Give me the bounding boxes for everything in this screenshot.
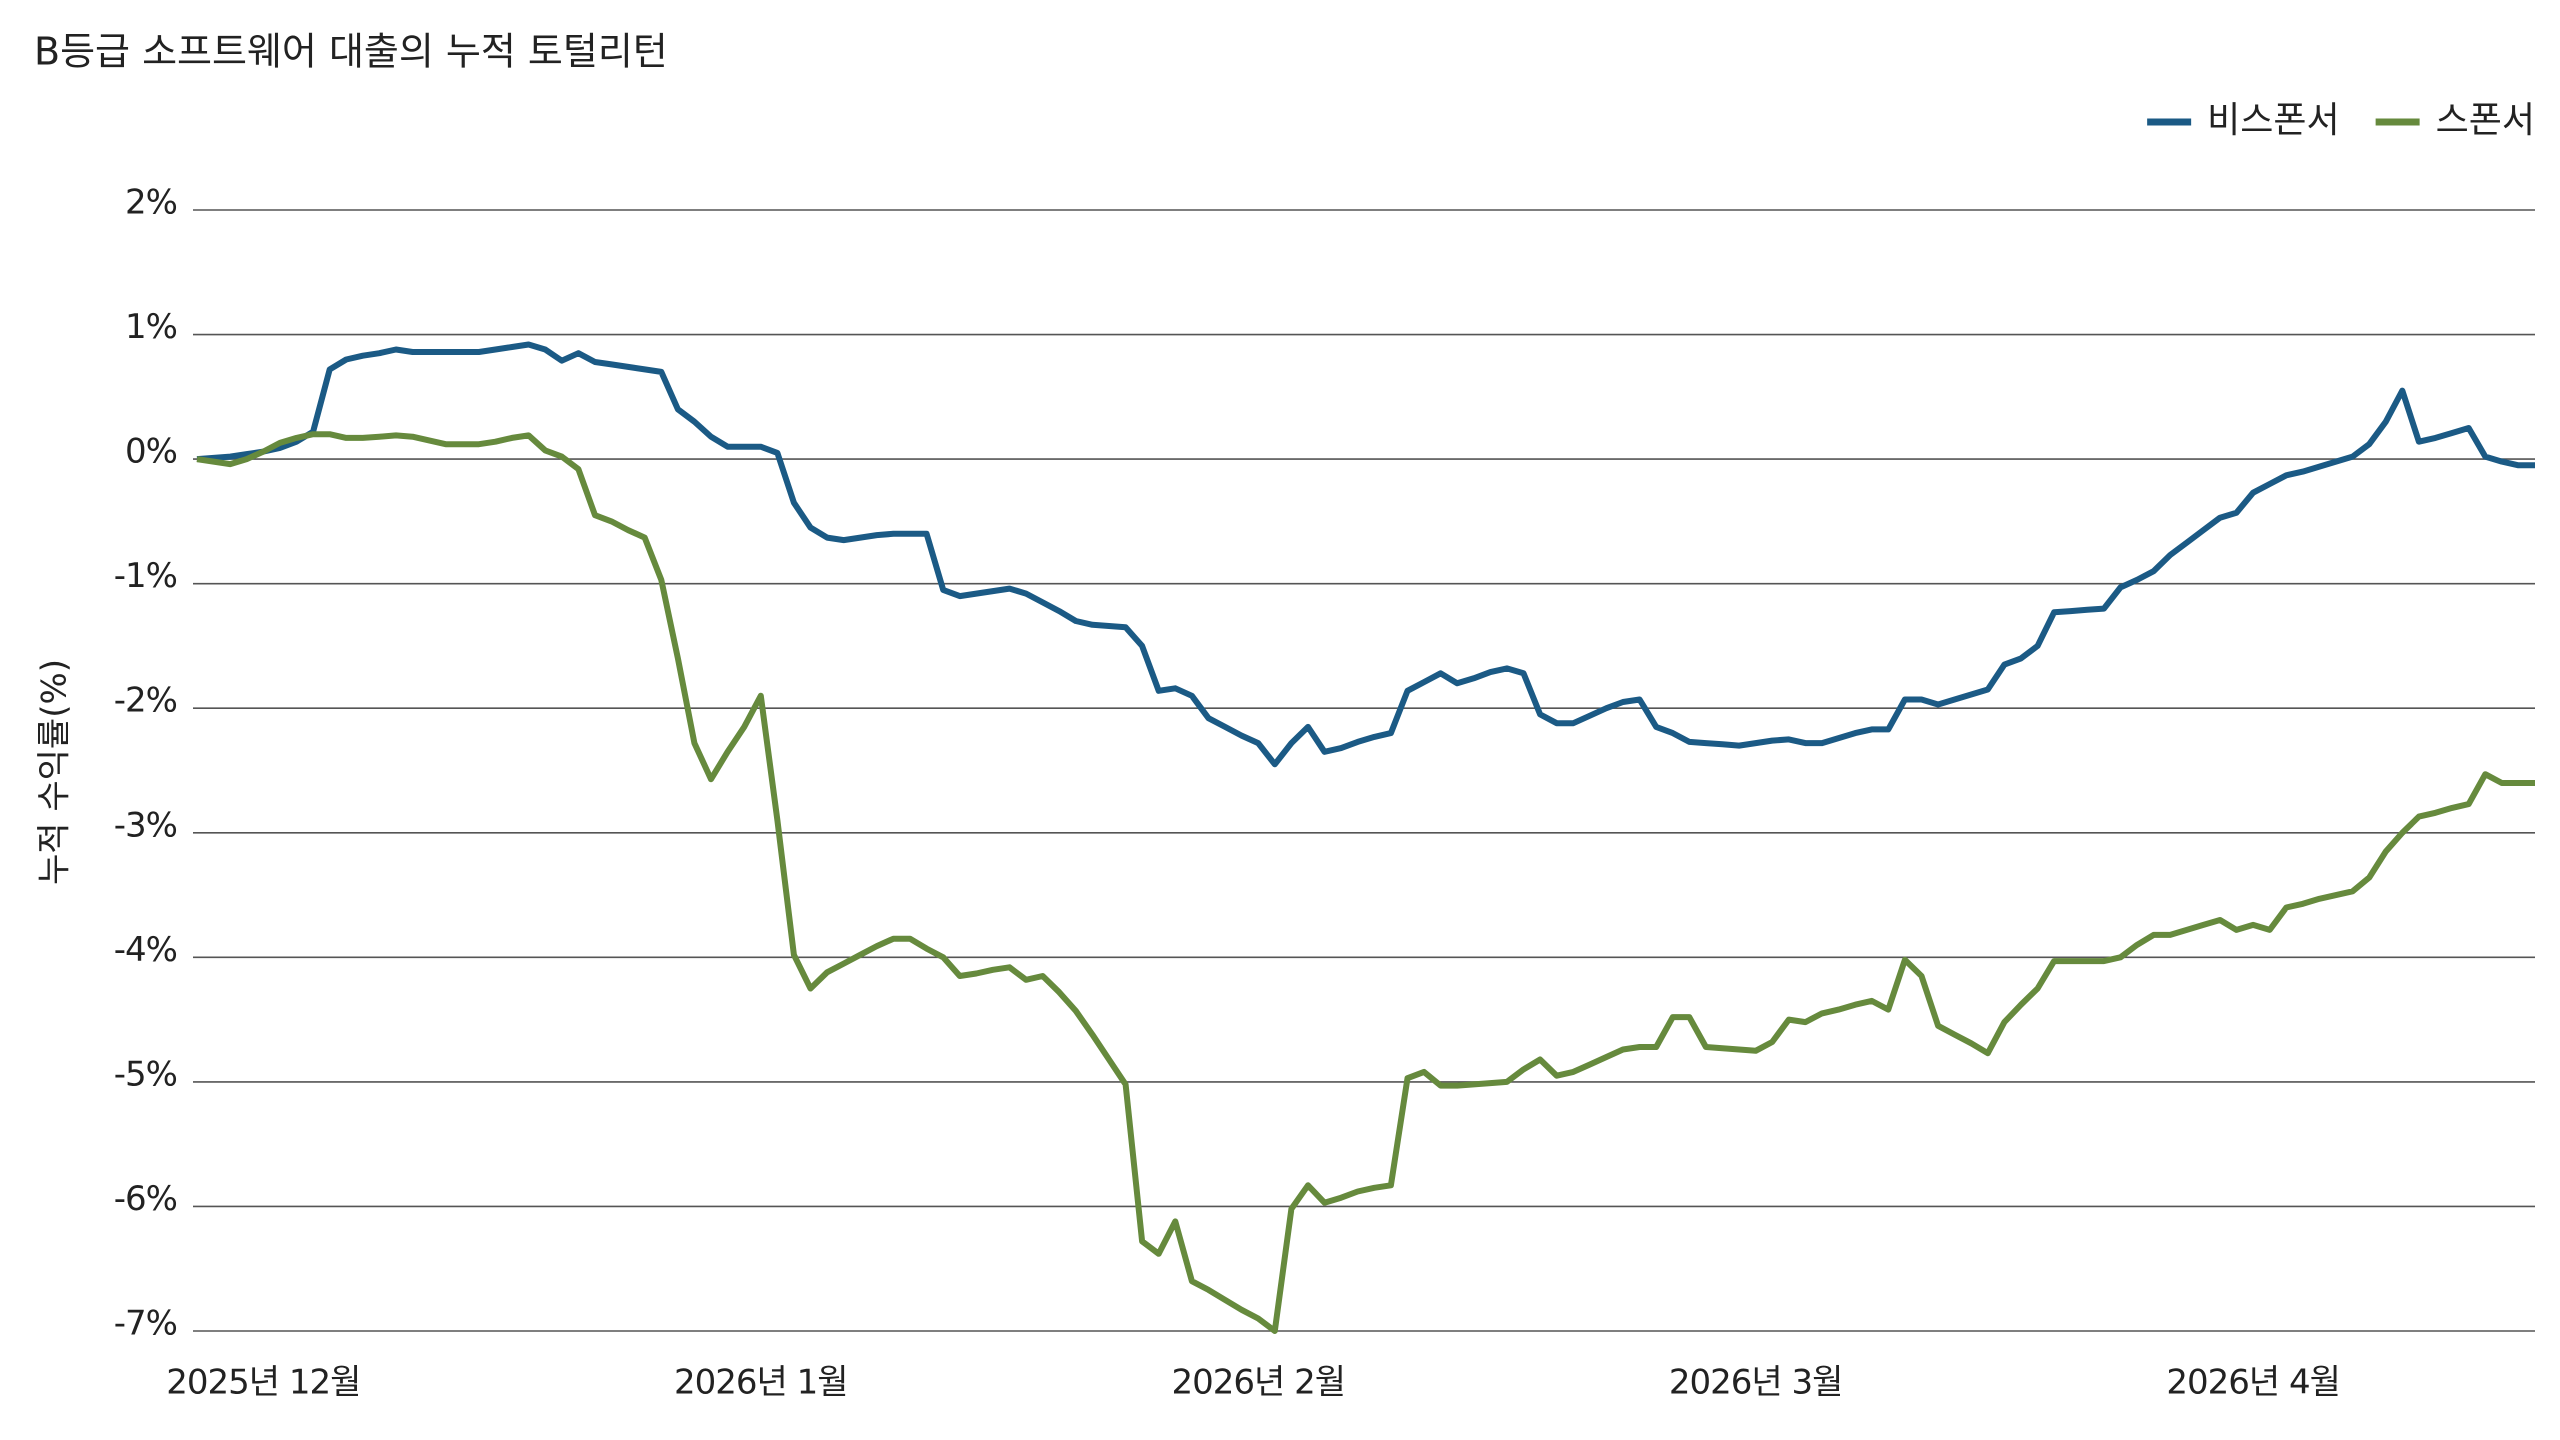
legend-label: 비스폰서 xyxy=(2207,100,2339,141)
y-tick-label: -3% xyxy=(114,805,177,845)
y-tick-label: 2% xyxy=(125,183,177,223)
x-tick-label: 2026년 4월 xyxy=(2166,1363,2340,1403)
y-tick-label: -4% xyxy=(114,930,177,970)
y-tick-label: 0% xyxy=(125,432,177,472)
line-series xyxy=(196,431,2535,1334)
x-tick-label: 2026년 2월 xyxy=(1171,1363,1345,1403)
y-axis-label: 누적 수익률(%) xyxy=(35,659,75,885)
x-tick-label: 2026년 1월 xyxy=(674,1363,848,1403)
y-tick-label: -7% xyxy=(114,1304,177,1344)
y-tick-label: -2% xyxy=(114,681,177,721)
legend-label: 스폰서 xyxy=(2436,100,2535,141)
y-tick-label: -5% xyxy=(114,1054,177,1094)
line-series xyxy=(196,341,2535,768)
x-tick-label: 2026년 3월 xyxy=(1669,1363,1843,1403)
y-tick-label: 1% xyxy=(125,307,177,347)
y-tick-label: -1% xyxy=(114,556,177,596)
chart-title: B등급 소프트웨어 대출의 누적 토털리턴 xyxy=(34,30,668,74)
x-tick-label: 2025년 12월 xyxy=(166,1363,360,1403)
y-tick-label: -6% xyxy=(114,1179,177,1219)
